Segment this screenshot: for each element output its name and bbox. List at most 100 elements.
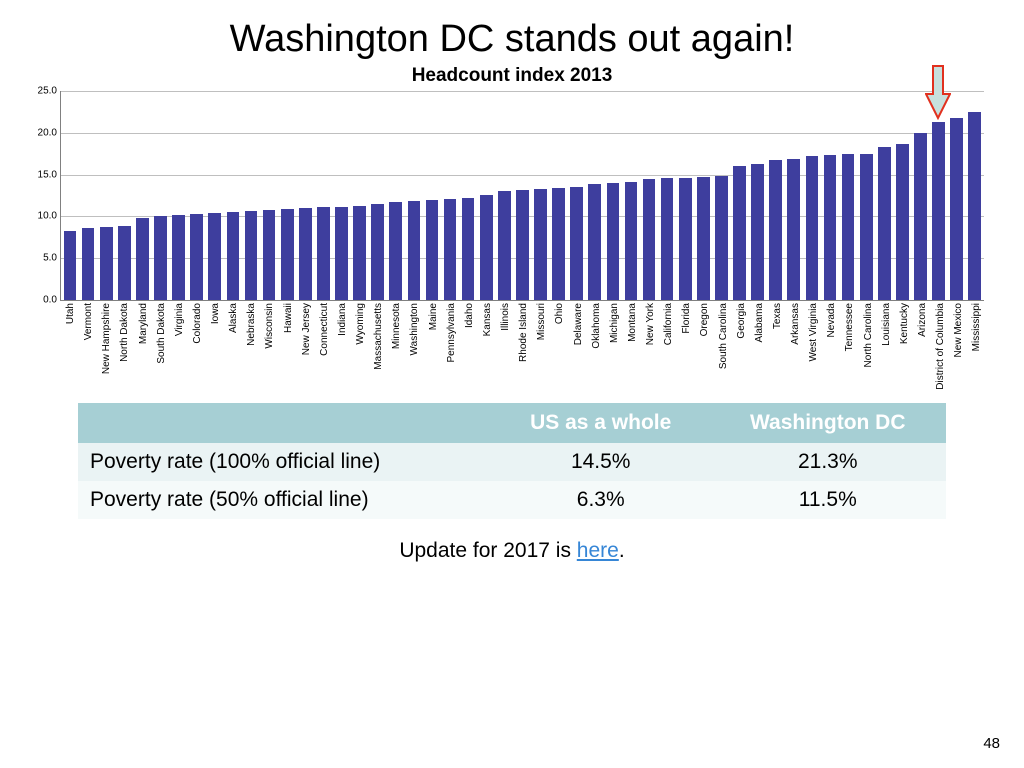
bar — [516, 190, 529, 300]
x-label-slot: Virginia — [169, 303, 187, 393]
table-row: Poverty rate (50% official line)6.3%11.5… — [78, 481, 946, 519]
bar — [534, 189, 547, 300]
x-tick-label: Missouri — [536, 303, 547, 340]
table-cell: 11.5% — [710, 481, 946, 519]
x-tick-label: Oregon — [699, 303, 710, 336]
x-label-slot: North Carolina — [858, 303, 876, 393]
bar-slot — [115, 91, 133, 300]
bar-slot — [242, 91, 260, 300]
bar — [371, 204, 384, 300]
x-tick-label: Georgia — [736, 303, 747, 339]
bar — [408, 201, 421, 300]
slide-title: Washington DC stands out again! — [30, 18, 994, 61]
x-label-slot: Nebraska — [241, 303, 259, 393]
x-tick-label: Wyoming — [355, 303, 366, 345]
bar — [245, 211, 258, 300]
y-tick-label: 20.0 — [27, 127, 57, 138]
x-label-slot: Missouri — [531, 303, 549, 393]
table-cell: 14.5% — [492, 443, 710, 481]
x-tick-label: Texas — [772, 303, 783, 329]
bar-slot — [857, 91, 875, 300]
bar — [462, 198, 475, 300]
table-cell: Poverty rate (100% official line) — [78, 443, 492, 481]
x-tick-label: Florida — [681, 303, 692, 334]
x-label-slot: Alabama — [749, 303, 767, 393]
footnote-prefix: Update for 2017 is — [399, 539, 576, 562]
bar-slot — [423, 91, 441, 300]
x-tick-label: Maryland — [138, 303, 149, 344]
x-label-slot: Illinois — [495, 303, 513, 393]
bar-slot — [604, 91, 622, 300]
bar — [498, 191, 511, 300]
x-tick-label: Wisconsin — [264, 303, 275, 349]
bar — [932, 122, 945, 300]
x-tick-label: Tennessee — [844, 303, 855, 351]
x-label-slot: Arizona — [912, 303, 930, 393]
x-tick-label: Idaho — [464, 303, 475, 328]
x-label-slot: Montana — [622, 303, 640, 393]
x-tick-label: Washington — [409, 303, 420, 355]
bar-slot — [658, 91, 676, 300]
bar-slot — [224, 91, 242, 300]
bar-slot — [296, 91, 314, 300]
bar — [607, 183, 620, 300]
x-label-slot: Hawaii — [278, 303, 296, 393]
x-tick-label: New Jersey — [301, 303, 312, 355]
bar-chart: 0.05.010.015.020.025.0 Utah VermontNew Ha… — [60, 91, 984, 393]
bar-slot — [586, 91, 604, 300]
bar-slot — [749, 91, 767, 300]
footnote-link[interactable]: here — [577, 539, 619, 562]
x-label-slot: Alaska — [223, 303, 241, 393]
bar-slot — [260, 91, 278, 300]
bar-slot — [785, 91, 803, 300]
bar-slot — [893, 91, 911, 300]
bar — [661, 178, 674, 300]
bar-slot — [550, 91, 568, 300]
x-tick-label: Vermont — [83, 303, 94, 340]
bar — [824, 155, 837, 300]
bar-slot — [803, 91, 821, 300]
bar — [769, 160, 782, 300]
x-label-slot: North Dakota — [114, 303, 132, 393]
bar — [444, 199, 457, 300]
bar — [100, 227, 113, 300]
bar-slot — [676, 91, 694, 300]
y-tick-label: 0.0 — [27, 295, 57, 306]
plot-area: 0.05.010.015.020.025.0 — [60, 91, 984, 301]
bar — [118, 226, 131, 300]
x-label-slot: New Hampshire — [96, 303, 114, 393]
bar-slot — [531, 91, 549, 300]
bar-slot — [911, 91, 929, 300]
x-label-slot: Nevada — [821, 303, 839, 393]
x-label-slot: New Jersey — [296, 303, 314, 393]
bar-slot — [441, 91, 459, 300]
x-tick-label: South Carolina — [718, 303, 729, 369]
bar-slot — [930, 91, 948, 300]
x-tick-label: West Virginia — [808, 303, 819, 362]
bar — [190, 214, 203, 300]
x-tick-label: Michigan — [609, 303, 620, 343]
x-label-slot: Wyoming — [350, 303, 368, 393]
x-label-slot: Connecticut — [314, 303, 332, 393]
bar — [697, 177, 710, 300]
bar — [643, 179, 656, 300]
bar — [64, 231, 77, 300]
bar — [806, 156, 819, 300]
x-tick-label: Utah — [65, 303, 76, 324]
x-label-slot: Maine — [423, 303, 441, 393]
bar — [896, 144, 909, 300]
bar-slot — [97, 91, 115, 300]
x-label-slot: Minnesota — [386, 303, 404, 393]
table-header-cell: US as a whole — [492, 403, 710, 443]
x-tick-label: Ohio — [554, 303, 565, 324]
x-label-slot: Michigan — [604, 303, 622, 393]
x-tick-label: New Mexico — [953, 303, 964, 357]
bar-slot — [839, 91, 857, 300]
x-tick-label: Louisiana — [881, 303, 892, 346]
x-label-slot: Georgia — [731, 303, 749, 393]
bar-slot — [712, 91, 730, 300]
bar — [208, 213, 221, 300]
table-cell: 21.3% — [710, 443, 946, 481]
bar-slot — [513, 91, 531, 300]
bar-slot — [351, 91, 369, 300]
